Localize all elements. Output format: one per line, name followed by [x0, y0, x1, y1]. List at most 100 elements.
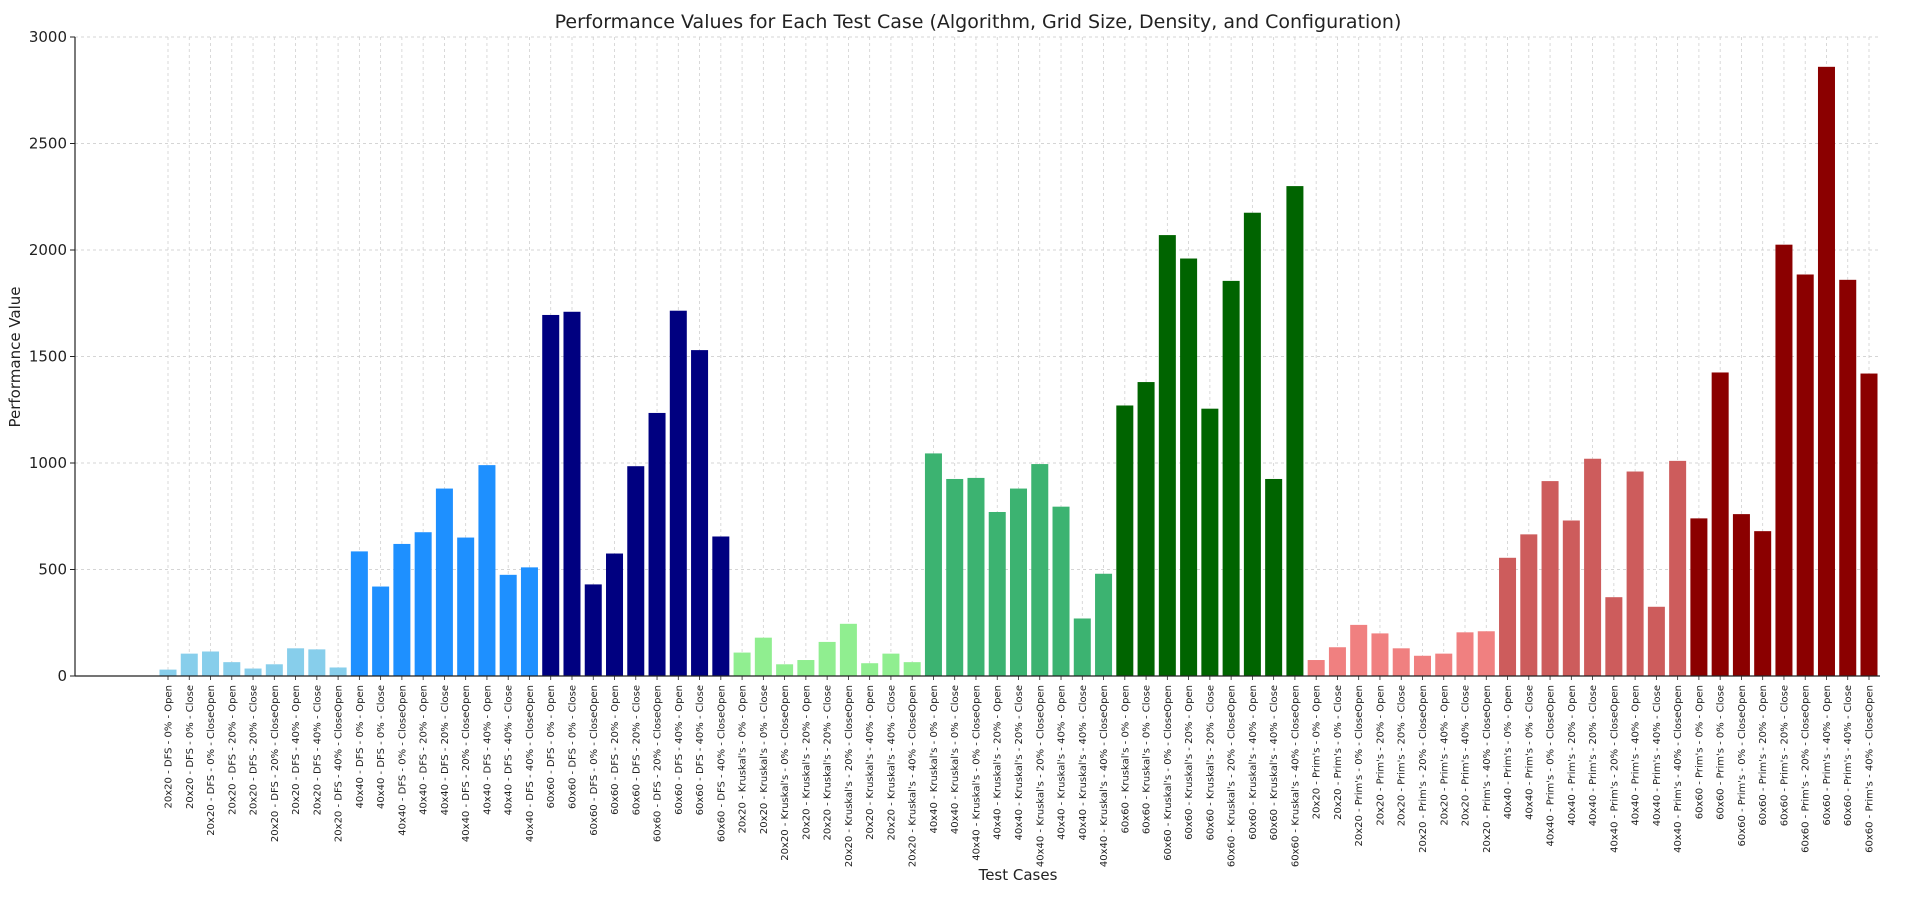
- x-tick-label: 60x60 - Prim's - 0% - CloseOpen: [1737, 685, 1748, 847]
- bar: [818, 641, 836, 676]
- bar: [244, 668, 262, 676]
- x-tick-label: 40x40 - DFS - 40% - Close: [504, 685, 515, 815]
- bar: [520, 567, 538, 676]
- x-tick-label: 60x60 - Prim's - 40% - CloseOpen: [1865, 685, 1876, 853]
- y-axis-label: Performance Value: [6, 286, 24, 427]
- x-tick-label: 40x40 - Kruskal's - 40% - CloseOpen: [1099, 685, 1110, 867]
- x-tick-label: 20x20 - Kruskal's - 0% - Open: [738, 685, 749, 834]
- x-tick-label: 60x60 - Prim's - 0% - Open: [1694, 685, 1705, 819]
- x-tick-label: 60x60 - Prim's - 20% - CloseOpen: [1801, 685, 1812, 853]
- bar: [1009, 488, 1028, 676]
- bar: [648, 412, 666, 676]
- bar: [1732, 514, 1750, 676]
- x-tick-label: 60x60 - DFS - 40% - Open: [674, 685, 685, 815]
- x-tick-label: 20x20 - Prim's - 20% - CloseOpen: [1418, 685, 1429, 853]
- x-tick-label: 60x60 - DFS - 40% - CloseOpen: [716, 685, 727, 842]
- bar: [329, 667, 347, 676]
- bar: [202, 651, 220, 676]
- x-tick-label: 20x20 - Prim's - 20% - Close: [1397, 685, 1408, 826]
- x-tick-label: 20x20 - Kruskal's - 20% - CloseOpen: [844, 685, 855, 867]
- x-tick-label: 40x40 - DFS - 20% - Open: [419, 685, 430, 815]
- bar: [712, 536, 730, 676]
- x-tick-label: 60x60 - Kruskal's - 40% - Close: [1269, 685, 1280, 840]
- x-tick-label: 60x60 - Prim's - 0% - Close: [1716, 685, 1727, 820]
- x-tick-labels: 20x20 - DFS - 0% - Open 20x20 - DFS - 0% …: [164, 685, 1876, 867]
- bar: [435, 488, 453, 676]
- x-tick-label: 60x60 - Kruskal's - 20% - CloseOpen: [1227, 685, 1238, 867]
- bar: [223, 662, 241, 676]
- x-tick-label: 60x60 - Kruskal's - 0% - Open: [1120, 685, 1131, 834]
- y-tick-label: 0: [57, 667, 67, 685]
- bar: [1520, 534, 1538, 676]
- x-tick-label: 60x60 - Kruskal's - 0% - Close: [1142, 685, 1153, 834]
- x-tick-label: 40x40 - Prim's - 20% - CloseOpen: [1609, 685, 1620, 853]
- x-tick-label: 40x40 - Kruskal's - 0% - Close: [950, 685, 961, 834]
- bar: [265, 664, 283, 676]
- x-tick-label: 20x20 - Kruskal's - 0% - CloseOpen: [780, 685, 791, 861]
- x-axis-label: Test Cases: [978, 866, 1058, 884]
- bar: [1541, 481, 1559, 676]
- y-tick-label: 2000: [29, 241, 67, 259]
- bar: [1095, 573, 1113, 676]
- bar: [1775, 244, 1793, 677]
- y-tick-label: 1000: [29, 454, 67, 472]
- bar: [478, 465, 496, 676]
- bar: [499, 574, 517, 676]
- x-tick-label: 60x60 - DFS - 0% - Close: [567, 685, 578, 809]
- bar: [1350, 624, 1368, 676]
- x-tick-label: 40x40 - Kruskal's - 20% - CloseOpen: [1035, 685, 1046, 867]
- x-tick-label: 40x40 - DFS - 40% - CloseOpen: [525, 685, 536, 842]
- x-tick-label: 20x20 - DFS - 20% - Open: [227, 685, 238, 815]
- bar: [627, 466, 645, 676]
- bar: [1073, 618, 1091, 676]
- bar: [839, 623, 857, 676]
- x-tick-label: 40x40 - Prim's - 40% - Close: [1652, 685, 1663, 826]
- x-tick-label: 20x20 - Kruskal's - 20% - Open: [801, 685, 812, 840]
- bar: [606, 553, 624, 676]
- bar: [1286, 186, 1304, 676]
- x-tick-label: 20x20 - Prim's - 0% - Open: [1312, 685, 1323, 819]
- x-tick-label: 60x60 - DFS - 40% - Close: [695, 685, 706, 815]
- x-tick-label: 60x60 - DFS - 20% - CloseOpen: [653, 685, 664, 842]
- bar: [1031, 464, 1049, 676]
- y-tick-label: 3000: [29, 28, 67, 46]
- bar: [1371, 633, 1389, 676]
- y-tick-label: 2500: [29, 135, 67, 153]
- x-tick-label: 20x20 - Prim's - 40% - Close: [1461, 685, 1472, 826]
- x-tick-label: 40x40 - Prim's - 0% - Open: [1503, 685, 1514, 819]
- x-tick-label: 20x20 - DFS - 20% - Close: [249, 685, 260, 815]
- x-tick-label: 20x20 - DFS - 0% - Close: [185, 685, 196, 809]
- x-tick-label: 40x40 - DFS - 20% - CloseOpen: [461, 685, 472, 842]
- bar: [1222, 280, 1240, 676]
- bar: [1669, 460, 1687, 676]
- x-tick-label: 60x60 - DFS - 20% - Open: [610, 685, 621, 815]
- bar: [797, 660, 815, 676]
- bar: [180, 653, 198, 676]
- bar: [776, 664, 794, 676]
- bar: [1243, 212, 1261, 676]
- bar: [1052, 506, 1070, 676]
- x-tick-label: 40x40 - DFS - 0% - Open: [355, 685, 366, 808]
- bar: [924, 453, 942, 676]
- bar: [691, 350, 709, 676]
- bar: [1413, 655, 1431, 676]
- bar: [1605, 597, 1623, 676]
- bar: [457, 537, 475, 676]
- bar: [393, 543, 411, 676]
- x-tick-label: 40x40 - Prim's - 40% - CloseOpen: [1673, 685, 1684, 853]
- x-tick-label: 60x60 - Prim's - 40% - Open: [1822, 685, 1833, 826]
- x-tick-label: 40x40 - Prim's - 40% - Open: [1631, 685, 1642, 826]
- x-tick-label: 20x20 - Prim's - 40% - CloseOpen: [1482, 685, 1493, 853]
- x-tick-label: 60x60 - Prim's - 40% - Close: [1843, 685, 1854, 826]
- x-tick-label: 60x60 - DFS - 0% - CloseOpen: [589, 685, 600, 836]
- x-tick-label: 40x40 - Prim's - 20% - Close: [1588, 685, 1599, 826]
- bar: [1690, 518, 1708, 676]
- x-tick-label: 40x40 - Kruskal's - 40% - Close: [1078, 685, 1089, 840]
- bar: [372, 586, 390, 676]
- bar: [308, 649, 326, 676]
- bar: [1562, 520, 1580, 676]
- bar: [584, 584, 602, 676]
- bar: [988, 511, 1006, 676]
